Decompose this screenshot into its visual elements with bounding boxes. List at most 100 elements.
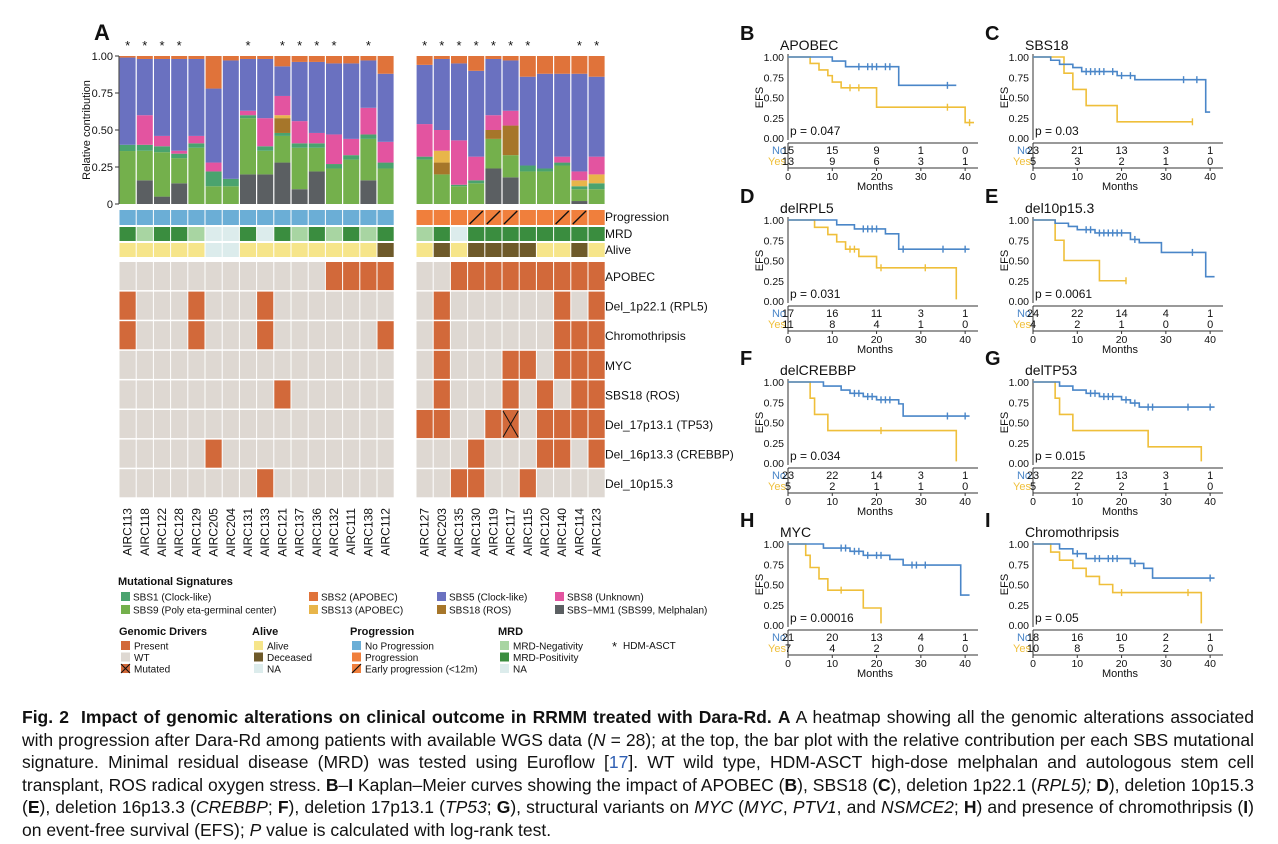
sample-label: AIRC119 xyxy=(486,508,500,556)
driver-cell xyxy=(188,291,205,320)
bar-segment-sbs9 xyxy=(519,171,536,204)
km-risk-yes: 2 xyxy=(829,481,835,493)
km-panel-i: I Chromothripsis EFS 0.00 0.25 0.50 0.75 1.00 p … xyxy=(985,510,1223,680)
km-x-tick-label: 30 xyxy=(1160,658,1172,670)
driver-cell xyxy=(485,350,502,379)
driver-cell xyxy=(308,410,325,439)
progression-cell xyxy=(450,210,468,225)
bar-segment-sbs18 xyxy=(433,162,450,175)
km-y-tick-label: 1.00 xyxy=(764,215,785,227)
progression-cell xyxy=(205,210,222,225)
km-risk-yes: 0 xyxy=(1207,319,1213,331)
driver-cell xyxy=(119,439,136,468)
driver-cell xyxy=(571,291,588,320)
km-risk-no: 1 xyxy=(962,632,968,644)
driver-cell xyxy=(588,469,605,498)
driver-cell xyxy=(222,410,239,439)
caption-body: A A heatmap showing all the genomic alte… xyxy=(22,707,1254,840)
km-risk-no: 2 xyxy=(1163,632,1169,644)
km-y-label: EFS xyxy=(754,250,766,271)
track-label: MRD xyxy=(605,227,633,241)
km-risk-no: 1 xyxy=(918,145,924,157)
legend-title: Alive xyxy=(252,626,278,638)
km-curve-no xyxy=(1033,56,1211,113)
km-risk-group-no: No xyxy=(1017,308,1031,320)
driver-cell xyxy=(136,469,153,498)
legend-item-label: MRD-Negativity xyxy=(513,642,583,653)
progression-cell xyxy=(416,210,433,225)
alive-cell xyxy=(433,243,450,257)
km-curve-yes xyxy=(788,381,958,462)
bar-segment-sbs8 xyxy=(205,162,222,172)
mrd-cell xyxy=(257,227,274,241)
km-risk-yes: 0 xyxy=(1207,156,1213,168)
km-x-tick-label: 40 xyxy=(959,658,971,670)
km-risk-no: 10 xyxy=(1115,632,1127,644)
driver-cell xyxy=(325,380,343,409)
bar-segment-sbs5 xyxy=(240,58,256,111)
driver-cell xyxy=(171,350,188,379)
driver-cell xyxy=(450,380,468,409)
driver-cell xyxy=(153,410,171,439)
driver-cell xyxy=(136,439,153,468)
hdm-asct-star: * xyxy=(594,38,599,53)
driver-cell xyxy=(239,321,257,350)
km-curve-yes xyxy=(1033,381,1203,462)
legend-swatch xyxy=(121,652,130,662)
bar-segment-sbs1 xyxy=(274,132,291,136)
km-x-tick-label: 10 xyxy=(1071,334,1083,346)
progression-cell xyxy=(222,210,239,225)
bar-segment-sbs1 xyxy=(360,134,377,139)
sample-label: AIRC132 xyxy=(327,508,341,557)
driver-cell xyxy=(171,262,188,291)
sample-label: AIRC120 xyxy=(538,508,552,557)
bar-segment-sbs5 xyxy=(554,73,571,157)
driver-cell xyxy=(343,469,360,498)
driver-cell xyxy=(450,350,468,379)
km-risk-yes: 13 xyxy=(782,156,794,168)
driver-cell xyxy=(450,291,468,320)
km-y-tick-label: 0.25 xyxy=(1009,113,1030,125)
km-x-tick-label: 40 xyxy=(1204,496,1216,508)
km-risk-yes: 2 xyxy=(1119,156,1125,168)
km-y-tick-label: 0.75 xyxy=(1009,397,1030,409)
bar-segment-sbs13 xyxy=(571,180,588,187)
driver-cell xyxy=(136,321,153,350)
bar-segment-sbs2 xyxy=(205,56,222,89)
legend-signature-label: SBS2 (APOBEC) xyxy=(321,593,398,604)
km-panel-label: F xyxy=(740,348,752,370)
km-risk-group-yes: Yes xyxy=(1013,319,1031,331)
bar-segment-mm1 xyxy=(485,168,502,204)
driver-cell xyxy=(360,350,377,379)
km-risk-yes: 5 xyxy=(1119,643,1125,655)
bar-segment-sbs9 xyxy=(326,168,342,204)
km-p-value: p = 0.034 xyxy=(790,449,841,463)
caption-part: ; xyxy=(953,797,964,818)
km-risk-group-no: No xyxy=(772,632,786,644)
driver-cell xyxy=(239,350,257,379)
sample-label: AIRC117 xyxy=(504,508,518,556)
caption-part: ) on event-free survival (EFS); xyxy=(22,797,1254,840)
driver-cell xyxy=(468,410,485,439)
legend-swatch xyxy=(555,605,564,614)
alive-cell xyxy=(205,243,222,257)
bar-segment-sbs2 xyxy=(326,56,342,64)
hdm-asct-star: * xyxy=(525,38,530,53)
km-risk-no: 17 xyxy=(782,308,794,320)
km-y-tick-label: 0.50 xyxy=(1009,93,1030,105)
legend-item-label: Progression xyxy=(365,653,418,664)
bar-segment-sbs8 xyxy=(377,141,394,163)
progression-cell xyxy=(536,210,554,225)
legend-swatch xyxy=(254,652,263,662)
bar-segment-sbs1 xyxy=(326,164,342,169)
bar-segment-sbs5 xyxy=(119,57,136,145)
driver-cell xyxy=(468,439,485,468)
bar-segment-sbs8 xyxy=(571,171,588,181)
caption-part[interactable]: 17 xyxy=(608,752,629,773)
caption-part: MYC xyxy=(694,797,734,818)
driver-cell xyxy=(502,439,519,468)
alive-cell xyxy=(325,243,343,257)
km-p-value: p = 0.015 xyxy=(1035,449,1086,463)
km-risk-yes: 3 xyxy=(1074,156,1080,168)
